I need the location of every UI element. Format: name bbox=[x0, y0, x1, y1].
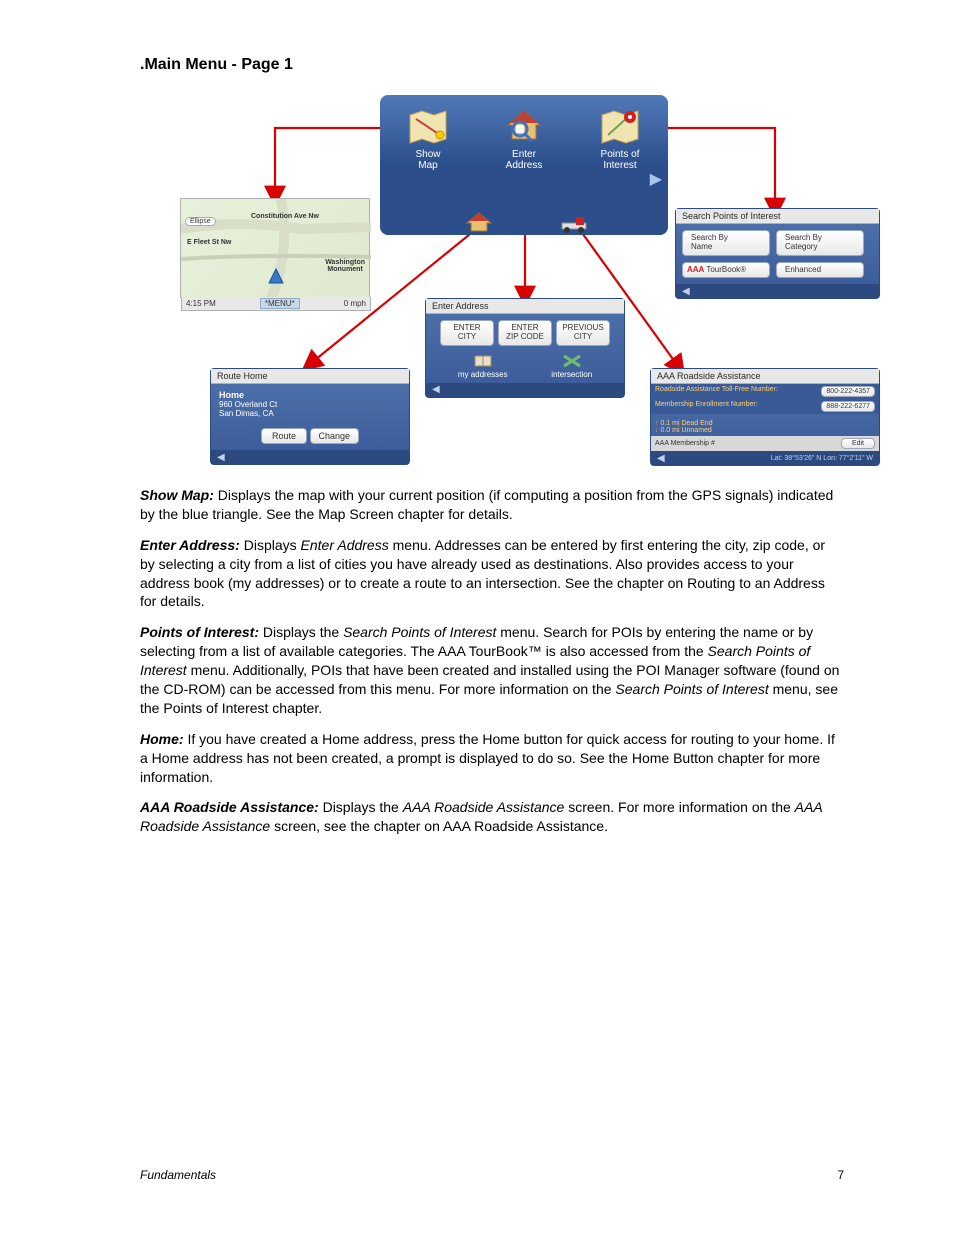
menu-item-enter-address[interactable]: EnterAddress bbox=[484, 107, 564, 235]
diagram-container: ShowMap EnterAddress Points ofInterest ▶ bbox=[180, 90, 880, 475]
menu-item-poi[interactable]: Points ofInterest bbox=[580, 107, 660, 235]
menu-label: Show bbox=[415, 149, 440, 160]
tow-truck-icon[interactable] bbox=[560, 213, 588, 235]
map-label: WashingtonMonument bbox=[325, 259, 365, 273]
enter-address-panel: Enter Address ENTER CITY ENTER ZIP CODE … bbox=[425, 298, 625, 398]
search-by-category-button[interactable]: Search By Category bbox=[776, 230, 864, 256]
toll-free-number[interactable]: 800-222-4357 bbox=[821, 386, 875, 397]
aaa-roadside-panel: AAA Roadside Assistance Roadside Assista… bbox=[650, 368, 880, 466]
enhanced-button[interactable]: Enhanced bbox=[776, 262, 864, 279]
toll-free-label: Roadside Assistance Toll-Free Number: bbox=[655, 386, 778, 397]
membership-label: AAA Membership # bbox=[655, 440, 715, 447]
route-button[interactable]: Route bbox=[261, 428, 307, 444]
menu-label: Enter bbox=[512, 149, 536, 160]
coordinates: Lat: 38°53'26" N Lon: 77°2'11" W bbox=[771, 455, 873, 462]
map-label: E Fleet St Nw bbox=[187, 239, 231, 246]
map-time: 4:15 PM bbox=[186, 299, 216, 308]
desc-poi: Points of Interest: Displays the Search … bbox=[140, 623, 842, 717]
desc-aaa: AAA Roadside Assistance: Displays the AA… bbox=[140, 798, 842, 836]
label: my addresses bbox=[458, 370, 508, 379]
map-label: Constitution Ave Nw bbox=[251, 213, 319, 220]
home-addr2: San Dimas, CA bbox=[219, 409, 401, 418]
map-icon bbox=[406, 107, 450, 147]
page-title: .Main Menu - Page 1 bbox=[140, 56, 293, 74]
menu-label: Points of bbox=[601, 149, 640, 160]
search-by-name-button[interactable]: Search By Name bbox=[682, 230, 770, 256]
enter-zip-button[interactable]: ENTER ZIP CODE bbox=[498, 320, 552, 346]
map-label: Ellipse bbox=[185, 217, 216, 226]
label: intersection bbox=[551, 370, 592, 379]
enter-city-button[interactable]: ENTER CITY bbox=[440, 320, 494, 346]
menu-button[interactable]: *MENU* bbox=[260, 298, 300, 309]
my-addresses-button[interactable]: my addresses bbox=[458, 354, 508, 379]
chevron-right-icon[interactable]: ▶ bbox=[650, 169, 662, 189]
panel-title: AAA Roadside Assistance bbox=[651, 369, 879, 384]
description-content: Show Map: Displays the map with your cur… bbox=[140, 486, 842, 848]
house-search-icon bbox=[502, 107, 546, 147]
panel-title: Search Points of Interest bbox=[676, 209, 879, 224]
distance-2: 0.0 mi Unnamed bbox=[660, 427, 711, 434]
menu-label: Map bbox=[418, 160, 437, 171]
aaa-logo: AAA bbox=[687, 266, 704, 275]
desc-enter-address: Enter Address: Displays Enter Address me… bbox=[140, 536, 842, 612]
edit-button[interactable]: Edit bbox=[841, 438, 875, 449]
back-bar[interactable]: ◀ bbox=[211, 450, 409, 464]
back-bar[interactable]: ◀ bbox=[676, 284, 879, 298]
footer-page-number: 7 bbox=[837, 1168, 844, 1182]
tourbook-button[interactable]: AAA TourBook® bbox=[682, 262, 770, 279]
home-label: Home bbox=[219, 390, 401, 400]
menu-label: Interest bbox=[603, 160, 636, 171]
home-icon[interactable] bbox=[465, 211, 493, 233]
panel-title: Enter Address bbox=[426, 299, 624, 314]
poi-panel: Search Points of Interest Search By Name… bbox=[675, 208, 880, 299]
map-status-bar: 4:15 PM *MENU* 0 mph bbox=[181, 297, 371, 311]
change-button[interactable]: Change bbox=[310, 428, 360, 444]
enrollment-label: Membership Enrollment Number: bbox=[655, 401, 758, 412]
home-addr1: 960 Overland Ct bbox=[219, 400, 401, 409]
map-screen[interactable]: Ellipse Constitution Ave Nw E Fleet St N… bbox=[180, 198, 370, 298]
previous-city-button[interactable]: PREVIOUS CITY bbox=[556, 320, 610, 346]
map-speed: 0 mph bbox=[344, 299, 366, 308]
route-home-panel: Route Home Home 960 Overland Ct San Dima… bbox=[210, 368, 410, 465]
back-bar[interactable]: ◀ bbox=[426, 383, 624, 397]
back-bar[interactable]: ◀ Lat: 38°53'26" N Lon: 77°2'11" W bbox=[651, 451, 879, 465]
desc-home: Home: If you have created a Home address… bbox=[140, 730, 842, 787]
enrollment-number[interactable]: 888-222-6277 bbox=[821, 401, 875, 412]
panel-title: Route Home bbox=[211, 369, 409, 384]
poi-icon bbox=[598, 107, 642, 147]
footer-section: Fundamentals bbox=[140, 1168, 216, 1182]
desc-show-map: Show Map: Displays the map with your cur… bbox=[140, 486, 842, 524]
distance-1: 0.1 mi Dead End bbox=[660, 420, 712, 427]
main-menu-bar: ShowMap EnterAddress Points ofInterest ▶ bbox=[380, 95, 668, 235]
menu-label: Address bbox=[506, 160, 543, 171]
menu-item-show-map[interactable]: ShowMap bbox=[388, 107, 468, 235]
intersection-button[interactable]: intersection bbox=[551, 354, 592, 379]
label: TourBook® bbox=[706, 266, 746, 275]
